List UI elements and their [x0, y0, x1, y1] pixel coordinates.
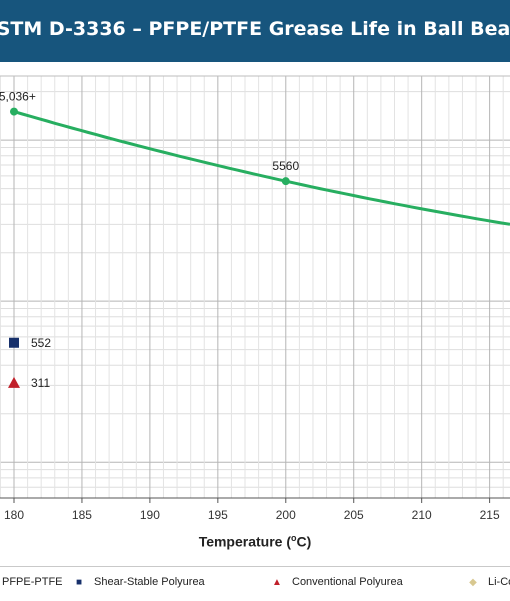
x-axis-label-degree: o — [291, 533, 297, 543]
chart-title-banner: ASTM D-3336 – PFPE/PTFE Grease Life in B… — [0, 0, 510, 62]
legend-item-shear-stable-polyurea: ■ Shear-Stable Polyurea — [72, 576, 205, 588]
data-label: 5560 — [272, 159, 299, 173]
x-axis-label: Temperature (oC) — [0, 533, 510, 550]
legend-triangle-symbol: ▲ — [272, 577, 282, 588]
legend-label: PFPE-PTFE — [2, 576, 63, 588]
x-axis-label-text: Temperature ( — [198, 533, 292, 550]
chart-plot-area: 180 185 190 195 200 205 210 215 15,036+ 5560 552 3… — [0, 75, 510, 522]
legend-label: Shear-Stable Polyurea — [94, 576, 205, 588]
legend-label: Conventional Polyurea — [292, 576, 403, 588]
data-point-marker — [9, 337, 19, 348]
legend-item-li-complex: ◆ Li-Complex — [466, 576, 510, 588]
x-axis-label-unit: C) — [296, 533, 312, 550]
legend-item-conventional-polyurea: ▲ Conventional Polyurea — [270, 576, 403, 588]
legend-item-pfpe-ptfe: —PFPE-PTFE — [0, 576, 63, 588]
data-labels: 15,036+ 5560 552 311 — [0, 90, 299, 390]
x-tick-label: 185 — [72, 508, 92, 522]
data-label: 552 — [31, 336, 51, 350]
legend-label: Li-Complex — [488, 576, 510, 588]
data-point-marker — [8, 376, 20, 388]
data-point-marker — [281, 177, 290, 186]
data-point-marker — [10, 107, 18, 116]
x-tick-label: 180 — [4, 508, 24, 522]
chart-title: ASTM D-3336 – PFPE/PTFE Grease Life in B… — [0, 18, 510, 40]
x-tick-label: 215 — [480, 508, 500, 522]
x-tick-label: 200 — [276, 508, 296, 522]
x-tick-label: 195 — [208, 508, 228, 522]
axes: 180 185 190 195 200 205 210 215 — [0, 75, 510, 522]
x-tick-label: 190 — [140, 508, 160, 522]
series — [8, 107, 510, 388]
chart-legend: —PFPE-PTFE ■ Shear-Stable Polyurea ▲ Conve… — [0, 566, 510, 601]
grid — [0, 76, 510, 499]
x-tick-label: 205 — [344, 508, 364, 522]
data-label: 15,036+ — [0, 90, 36, 104]
legend-diamond-symbol: ◆ — [469, 577, 477, 588]
data-label: 311 — [31, 376, 50, 390]
legend-square-symbol: ■ — [75, 577, 83, 588]
x-tick-label: 210 — [412, 508, 432, 522]
series-line-pfpe-ptfe — [13, 110, 510, 226]
